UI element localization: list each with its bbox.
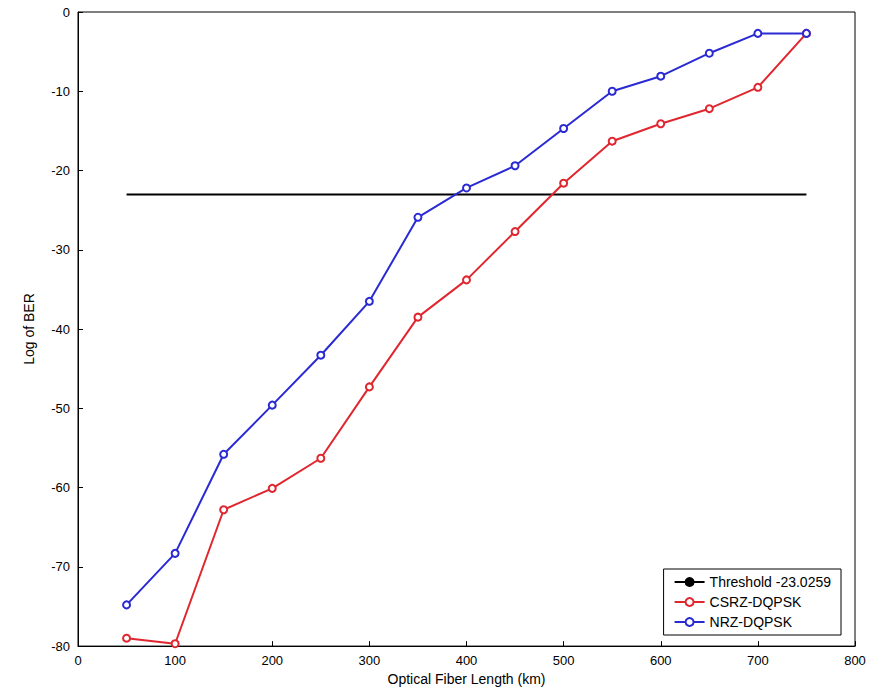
svg-text:700: 700: [747, 653, 769, 668]
svg-text:400: 400: [456, 653, 478, 668]
svg-text:100: 100: [164, 653, 186, 668]
svg-text:600: 600: [650, 653, 672, 668]
svg-text:0: 0: [74, 653, 81, 668]
svg-text:-30: -30: [51, 242, 70, 257]
svg-text:200: 200: [261, 653, 283, 668]
svg-text:500: 500: [553, 653, 575, 668]
svg-text:-70: -70: [51, 559, 70, 574]
svg-text:CSRZ-DQPSK: CSRZ-DQPSK: [710, 594, 802, 610]
svg-text:-40: -40: [51, 322, 70, 337]
svg-text:0: 0: [63, 5, 70, 20]
svg-text:Optical Fiber Length (km): Optical Fiber Length (km): [388, 671, 546, 687]
svg-text:-20: -20: [51, 163, 70, 178]
svg-text:-50: -50: [51, 401, 70, 416]
svg-text:Threshold -23.0259: Threshold -23.0259: [710, 574, 832, 590]
svg-text:800: 800: [844, 653, 866, 668]
svg-text:-10: -10: [51, 84, 70, 99]
svg-text:-60: -60: [51, 480, 70, 495]
svg-text:NRZ-DQPSK: NRZ-DQPSK: [710, 614, 793, 630]
svg-text:-80: -80: [51, 639, 70, 654]
svg-text:300: 300: [359, 653, 381, 668]
svg-text:Log of BER: Log of BER: [21, 293, 37, 365]
